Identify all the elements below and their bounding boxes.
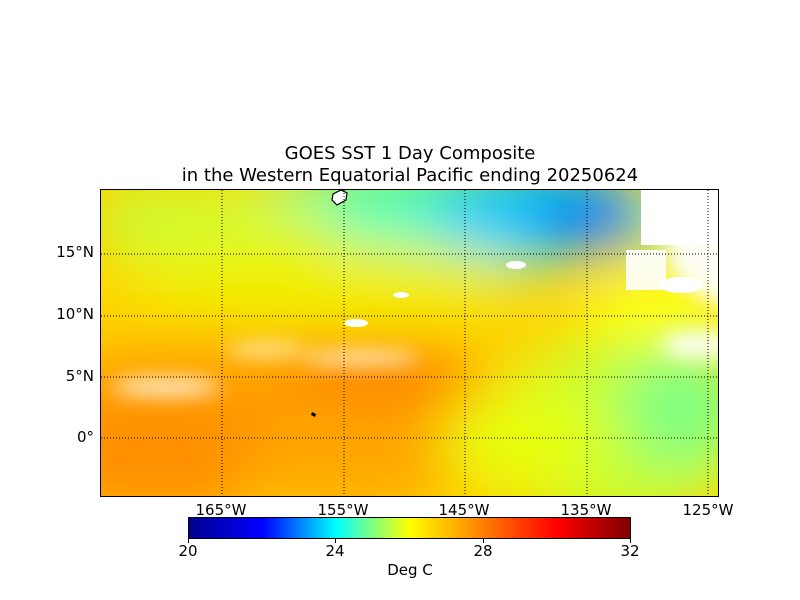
lon-label-165w: 165°W [195,501,247,519]
sst-map [100,189,719,497]
colorbar-tick [188,539,189,543]
island-dot [311,412,316,417]
colorbar-tick [630,539,631,543]
lat-label-0: 0° [76,428,94,446]
colorbar-unit: Deg C [387,561,433,579]
sst-field [101,190,718,496]
colorbar-label-28: 28 [473,542,493,560]
lon-label-125w: 125°W [682,501,734,519]
island-outline [331,190,348,206]
lat-label-5n: 5°N [65,367,94,385]
colorbar-label-20: 20 [178,542,198,560]
lat-label-10n: 10°N [56,305,94,323]
map-title: GOES SST 1 Day Composite in the Western … [100,143,720,187]
colorbar-tick [483,539,484,543]
lon-label-155w: 155°W [317,501,369,519]
colorbar-label-24: 24 [325,542,345,560]
lon-label-135w: 135°W [560,501,612,519]
lon-label-145w: 145°W [438,501,490,519]
colorbar-tick [335,539,336,543]
lat-label-15n: 15°N [56,243,94,261]
title-line-2: in the Western Equatorial Pacific ending… [181,165,639,186]
colorbar-label-32: 32 [620,542,640,560]
title-line-1: GOES SST 1 Day Composite [284,143,536,164]
colorbar [188,517,631,539]
graticule [101,190,718,496]
